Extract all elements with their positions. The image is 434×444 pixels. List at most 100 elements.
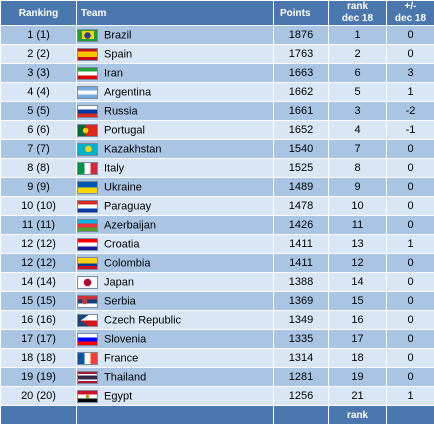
team-name-link[interactable]: Brazil [104, 29, 132, 41]
team-name-link[interactable]: Argentina [104, 86, 152, 98]
change-cell: 0 [386, 291, 434, 311]
team-name-link[interactable]: Azerbaijan [104, 219, 156, 231]
change-cell: 0 [386, 272, 434, 292]
team-column-header[interactable]: Team [76, 0, 274, 26]
team-cell: Spain [76, 44, 274, 64]
team-name-link[interactable]: Slovenia [104, 333, 147, 345]
table-footer-row: rank [0, 405, 434, 425]
team-name-link[interactable]: France [104, 352, 139, 364]
croatia-flag-icon [77, 237, 98, 251]
team-cell: Paraguay [76, 196, 274, 216]
portugal-flag-icon [77, 123, 98, 137]
rank-dec18-cell: 5 [328, 82, 387, 102]
points-cell: 1652 [273, 120, 329, 140]
points-cell: 1661 [273, 101, 329, 121]
change-cell: 0 [386, 196, 434, 216]
team-name-link[interactable]: Spain [104, 48, 133, 60]
team-cell: Portugal [76, 120, 274, 140]
ranking-cell: 9 (9) [0, 177, 77, 197]
points-cell: 1369 [273, 291, 329, 311]
argentina-flag-icon [77, 85, 98, 99]
ranking-cell: 20 (20) [0, 386, 77, 406]
team-name-link[interactable]: Egypt [104, 390, 133, 402]
japan-flag-icon [77, 275, 98, 289]
brazil-flag-icon [77, 28, 98, 42]
team-name-link[interactable]: Thailand [104, 371, 147, 383]
points-cell: 1335 [273, 329, 329, 349]
ranking-cell: 10 (10) [0, 196, 77, 216]
table-row: 9 (9) Ukraine 1489 9 0 [0, 177, 434, 197]
france-flag-icon [77, 351, 98, 365]
ranking-cell: 19 (19) [0, 367, 77, 387]
change-cell: 0 [386, 215, 434, 235]
change-cell: 0 [386, 158, 434, 178]
points-cell: 1256 [273, 386, 329, 406]
team-name-link[interactable]: Kazakhstan [104, 143, 162, 155]
team-cell: Slovenia [76, 329, 274, 349]
team-cell: Brazil [76, 25, 274, 45]
ranking-column-header[interactable]: Ranking [0, 0, 77, 26]
rank-dec18-cell: 2 [328, 44, 387, 64]
team-cell: France [76, 348, 274, 368]
russia-flag-icon [77, 104, 98, 118]
ranking-cell: 17 (17) [0, 329, 77, 349]
table-row: 17 (17) Slovenia 1335 17 0 [0, 329, 434, 349]
change-cell: 0 [386, 177, 434, 197]
team-name-link[interactable]: Iran [104, 67, 123, 79]
rank-dec18-cell: 7 [328, 139, 387, 159]
serbia-flag-icon [77, 294, 98, 308]
team-name-link[interactable]: Portugal [104, 124, 145, 136]
team-cell: Colombia [76, 253, 274, 273]
table-row: 15 (15) Serbia 1369 15 0 [0, 291, 434, 311]
points-cell: 1411 [273, 234, 329, 254]
team-cell: Serbia [76, 291, 274, 311]
change-dec18-column-header[interactable]: +/- dec 18 [386, 0, 434, 26]
czech-republic-flag-icon [77, 313, 98, 327]
rank-dec18-cell: 12 [328, 253, 387, 273]
team-name-link[interactable]: Ukraine [104, 181, 142, 193]
rank-dec18-cell: 8 [328, 158, 387, 178]
ranking-cell: 15 (15) [0, 291, 77, 311]
table-row: 20 (20) Egypt 1256 21 1 [0, 386, 434, 406]
team-cell: Egypt [76, 386, 274, 406]
team-name-link[interactable]: Russia [104, 105, 138, 117]
team-cell: Russia [76, 101, 274, 121]
rank-dec18-cell: 19 [328, 367, 387, 387]
azerbaijan-flag-icon [77, 218, 98, 232]
points-cell: 1426 [273, 215, 329, 235]
table-row: 4 (4) Argentina 1662 5 1 [0, 82, 434, 102]
table-row: 19 (19) Thailand 1281 19 0 [0, 367, 434, 387]
team-name-link[interactable]: Croatia [104, 238, 140, 250]
ranking-cell: 8 (8) [0, 158, 77, 178]
team-name-link[interactable]: Czech Republic [104, 314, 182, 326]
table-row: 12 (12) Colombia 1411 12 0 [0, 253, 434, 273]
team-name-link[interactable]: Paraguay [104, 200, 152, 212]
team-name-link[interactable]: Japan [104, 276, 134, 288]
change-header-line1: +/- [404, 1, 417, 13]
ranking-cell: 6 (6) [0, 120, 77, 140]
points-cell: 1489 [273, 177, 329, 197]
points-cell: 1411 [273, 253, 329, 273]
ranking-cell: 14 (14) [0, 272, 77, 292]
table-row: 3 (3) Iran 1663 6 3 [0, 63, 434, 83]
team-name-link[interactable]: Italy [104, 162, 125, 174]
ranking-table-body: 1 (1) Brazil 1876 1 0 2 (2) Spain 1763 2 0 3 (3) Ir… [0, 25, 434, 406]
change-cell: 0 [386, 348, 434, 368]
rank-dec18-cell: 21 [328, 386, 387, 406]
points-cell: 1525 [273, 158, 329, 178]
points-cell: 1763 [273, 44, 329, 64]
table-row: 18 (18) France 1314 18 0 [0, 348, 434, 368]
change-cell: -1 [386, 120, 434, 140]
points-column-header[interactable]: Points [273, 0, 329, 26]
change-cell: 0 [386, 310, 434, 330]
rank-dec18-cell: 13 [328, 234, 387, 254]
points-cell: 1662 [273, 82, 329, 102]
team-name-link[interactable]: Serbia [104, 295, 136, 307]
footer-rank-label: rank [328, 405, 387, 425]
slovenia-flag-icon [77, 332, 98, 346]
change-cell: 1 [386, 234, 434, 254]
rank-dec18-column-header[interactable]: rank dec 18 [328, 0, 387, 26]
team-name-link[interactable]: Colombia [104, 257, 151, 269]
ranking-cell: 11 (11) [0, 215, 77, 235]
rank-dec18-cell: 11 [328, 215, 387, 235]
